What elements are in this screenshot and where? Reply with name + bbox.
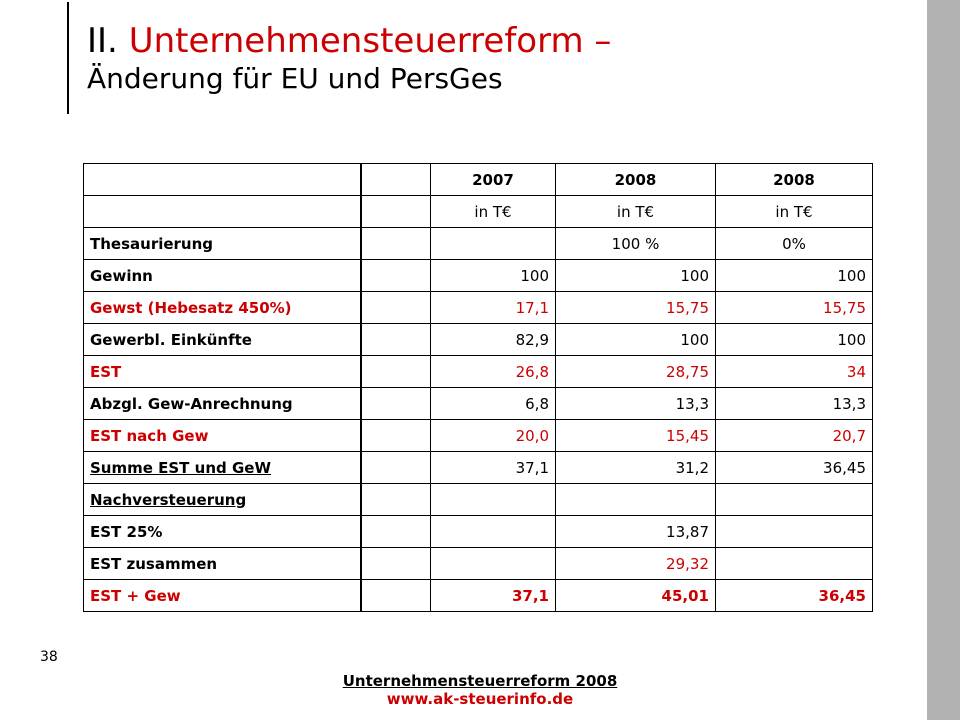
table-row: Abzgl. Gew-Anrechnung 6,8 13,3 13,3: [83, 387, 873, 420]
footer-title: Unternehmensteuerreform 2008: [342, 672, 618, 690]
value-cell: 26,8: [430, 355, 556, 388]
empty-cell: [360, 419, 431, 452]
row-label: EST 25%: [83, 515, 362, 548]
table-row: Gewst (Hebesatz 450%) 17,1 15,75 15,75: [83, 291, 873, 324]
empty-cell: [360, 355, 431, 388]
row-label: Abzgl. Gew-Anrechnung: [83, 387, 362, 420]
value-cell: 20,0: [430, 419, 556, 452]
year-cell: 2007: [430, 163, 556, 196]
value-cell: 20,7: [715, 419, 873, 452]
value-cell: [430, 227, 556, 260]
row-label: Gewerbl. Einkünfte: [83, 323, 362, 356]
footer: Unternehmensteuerreform 2008 www.ak-steu…: [0, 672, 960, 708]
row-label-text: Nachversteuerung: [90, 490, 247, 509]
table-row: Nachversteuerung: [83, 483, 873, 516]
table-row: EST 26,8 28,75 34: [83, 355, 873, 388]
table-header-row: 2007 2008 2008: [83, 163, 873, 196]
value-cell: 17,1: [430, 291, 556, 324]
value-cell: [715, 483, 873, 516]
value-cell: 34: [715, 355, 873, 388]
empty-cell: [360, 387, 431, 420]
row-label: Gewst (Hebesatz 450%): [83, 291, 362, 324]
value-cell: [715, 547, 873, 580]
value-cell: 0%: [715, 227, 873, 260]
row-label: EST nach Gew: [83, 419, 362, 452]
value-cell: 100 %: [555, 227, 716, 260]
empty-cell: [360, 451, 431, 484]
value-cell: 13,3: [715, 387, 873, 420]
value-cell: 100: [430, 259, 556, 292]
empty-cell: [360, 227, 431, 260]
value-cell: [430, 547, 556, 580]
unit-empty-cell: [360, 195, 431, 228]
table-row: Gewinn 100 100 100: [83, 259, 873, 292]
value-cell: [430, 483, 556, 516]
page-number: 38: [40, 649, 58, 665]
value-cell: 15,45: [555, 419, 716, 452]
table-row: EST + Gew 37,1 45,01 36,45: [83, 579, 873, 612]
footer-url: www.ak-steuerinfo.de: [386, 690, 574, 708]
row-label: Nachversteuerung: [83, 483, 362, 516]
header-empty-cell: [83, 163, 362, 196]
title-divider-line: [67, 2, 69, 114]
row-label: Summe EST und GeW: [83, 451, 362, 484]
value-cell: 15,75: [715, 291, 873, 324]
value-cell: 29,32: [555, 547, 716, 580]
right-side-band: [927, 0, 960, 720]
year-cell: 2008: [555, 163, 716, 196]
value-cell: 100: [715, 259, 873, 292]
row-label-text: Summe EST und GeW: [90, 458, 271, 477]
table-unit-row: in T€ in T€ in T€: [83, 195, 873, 228]
unit-cell: in T€: [715, 195, 873, 228]
value-cell: [430, 515, 556, 548]
table-row: Thesaurierung 100 % 0%: [83, 227, 873, 260]
value-cell: 15,75: [555, 291, 716, 324]
header-empty-cell: [360, 163, 431, 196]
value-cell: 28,75: [555, 355, 716, 388]
value-cell: 31,2: [555, 451, 716, 484]
title-roman-numeral: II.: [87, 21, 118, 61]
slide-title: II. Unternehmensteuerreform – Änderung f…: [87, 21, 612, 96]
title-line-1: II. Unternehmensteuerreform –: [87, 21, 612, 61]
value-cell: 37,1: [430, 451, 556, 484]
tax-comparison-table: 2007 2008 2008 in T€ in T€ in T€ Thesaur…: [83, 163, 873, 612]
row-label: EST zusammen: [83, 547, 362, 580]
empty-cell: [360, 579, 431, 612]
value-cell: [555, 483, 716, 516]
value-cell: 82,9: [430, 323, 556, 356]
empty-cell: [360, 291, 431, 324]
table-row: EST nach Gew 20,0 15,45 20,7: [83, 419, 873, 452]
title-subtitle: Änderung für EU und PersGes: [87, 62, 503, 96]
table-row: EST 25% 13,87: [83, 515, 873, 548]
value-cell: 6,8: [430, 387, 556, 420]
value-cell: 13,3: [555, 387, 716, 420]
value-cell: 13,87: [555, 515, 716, 548]
value-cell: 37,1: [430, 579, 556, 612]
row-label: Thesaurierung: [83, 227, 362, 260]
value-cell: 100: [555, 323, 716, 356]
value-cell: 100: [715, 323, 873, 356]
empty-cell: [360, 483, 431, 516]
empty-cell: [360, 547, 431, 580]
row-label: EST + Gew: [83, 579, 362, 612]
unit-cell: in T€: [555, 195, 716, 228]
table-row: Summe EST und GeW 37,1 31,2 36,45: [83, 451, 873, 484]
empty-cell: [360, 259, 431, 292]
value-cell: 36,45: [715, 451, 873, 484]
value-cell: 100: [555, 259, 716, 292]
value-cell: 45,01: [555, 579, 716, 612]
title-main: Unternehmensteuerreform –: [128, 21, 612, 61]
unit-empty-cell: [83, 195, 362, 228]
year-cell: 2008: [715, 163, 873, 196]
row-label: EST: [83, 355, 362, 388]
value-cell: 36,45: [715, 579, 873, 612]
empty-cell: [360, 323, 431, 356]
value-cell: [715, 515, 873, 548]
empty-cell: [360, 515, 431, 548]
unit-cell: in T€: [430, 195, 556, 228]
table-row: Gewerbl. Einkünfte 82,9 100 100: [83, 323, 873, 356]
row-label: Gewinn: [83, 259, 362, 292]
table-row: EST zusammen 29,32: [83, 547, 873, 580]
